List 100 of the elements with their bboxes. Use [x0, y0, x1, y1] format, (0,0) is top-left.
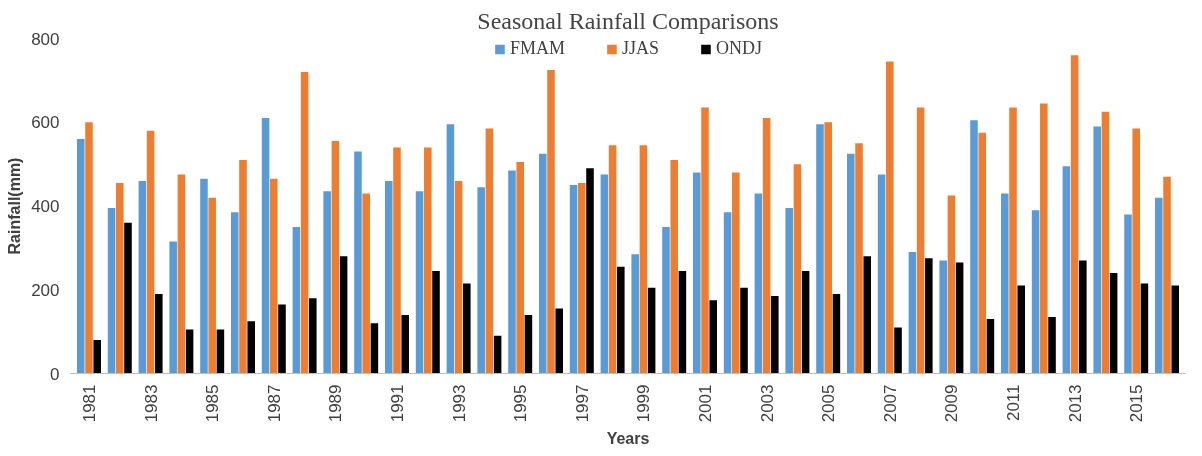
bar: [1093, 126, 1101, 374]
bar: [547, 69, 555, 374]
legend-label: FMAM: [509, 38, 565, 59]
bar: [463, 283, 471, 374]
bar: [1171, 285, 1180, 374]
bar: [446, 124, 455, 374]
bar: [270, 178, 278, 374]
bar: [877, 174, 886, 374]
bar: [970, 120, 978, 374]
bar: [555, 308, 563, 374]
bar: [485, 128, 494, 374]
y-tick-label: 600: [31, 113, 60, 133]
bar: [508, 170, 516, 374]
bar: [732, 172, 740, 374]
bar: [200, 178, 208, 374]
bar: [793, 164, 802, 374]
x-tick-label: 2003: [757, 384, 777, 423]
bar: [339, 256, 348, 374]
bar: [639, 145, 648, 374]
x-tick-label: 2007: [880, 384, 900, 423]
bar: [1001, 193, 1009, 374]
bar: [354, 151, 362, 374]
bar: [393, 147, 401, 374]
x-tick-label: 2011: [1004, 384, 1024, 422]
bar: [955, 262, 964, 374]
bar: [247, 321, 255, 374]
bar: [608, 145, 617, 374]
bar: [1124, 214, 1132, 374]
bar: [292, 226, 301, 374]
x-tick-label: 2001: [696, 384, 715, 423]
bar: [894, 327, 902, 374]
bar: [986, 319, 995, 374]
bar: [631, 254, 639, 374]
x-tick-label: 2013: [1065, 384, 1085, 423]
bar: [908, 252, 917, 374]
bar: [76, 139, 85, 374]
x-tick-label: 1983: [141, 384, 161, 423]
bar: [1009, 107, 1017, 374]
bar: [370, 323, 379, 374]
legend-label: ONDJ: [716, 38, 763, 59]
bar: [493, 335, 502, 374]
bar: [785, 208, 793, 374]
bar: [1070, 55, 1079, 374]
y-tick-label: 800: [31, 29, 60, 49]
bar: [1017, 285, 1026, 374]
bar: [740, 287, 748, 374]
bar: [801, 270, 810, 374]
bar: [524, 314, 533, 374]
bar: [600, 174, 609, 374]
x-tick-label: 1999: [634, 384, 654, 423]
bar: [916, 107, 925, 374]
x-tick-label: 1993: [449, 384, 469, 423]
bar: [723, 212, 732, 374]
bar: [847, 153, 855, 374]
y-tick-label: 200: [31, 280, 60, 300]
bar: [278, 304, 286, 374]
legend-label: JJAS: [621, 38, 660, 59]
bar: [155, 293, 163, 374]
bar: [762, 118, 771, 374]
bar: [886, 61, 894, 374]
bar: [177, 174, 186, 374]
bar: [569, 185, 578, 374]
bar: [107, 208, 116, 374]
bar: [385, 180, 393, 374]
bar: [362, 193, 370, 374]
bar: [1140, 283, 1149, 374]
bar: [1062, 166, 1071, 374]
bar: [309, 298, 317, 374]
bar: [855, 143, 863, 374]
bar: [415, 191, 424, 374]
bar: [1079, 260, 1087, 374]
x-tick-label: 1987: [264, 384, 284, 423]
bar: [169, 241, 177, 374]
bar: [816, 124, 824, 374]
bar: [300, 72, 309, 374]
bar: [516, 162, 524, 374]
bar: [701, 107, 709, 374]
bar: [331, 141, 340, 374]
bar: [323, 191, 331, 374]
bar: [754, 193, 763, 374]
x-tick-label: 1989: [326, 384, 346, 423]
bar: [1031, 210, 1040, 374]
bar: [93, 340, 101, 374]
bar: [670, 159, 678, 374]
bar: [693, 172, 701, 374]
bar: [647, 287, 656, 374]
bar: [208, 197, 216, 374]
y-tick-label: 400: [31, 197, 60, 216]
bar: [1155, 197, 1163, 374]
bar: [617, 266, 625, 374]
bar: [401, 314, 409, 374]
bar: [146, 130, 155, 374]
bar: [261, 118, 270, 374]
bar: [709, 300, 717, 374]
bar: [239, 159, 247, 374]
bar: [85, 122, 93, 374]
bar: [1048, 316, 1056, 374]
bar: [539, 153, 547, 374]
x-tick-label: 1997: [572, 384, 592, 423]
bar: [771, 296, 779, 374]
